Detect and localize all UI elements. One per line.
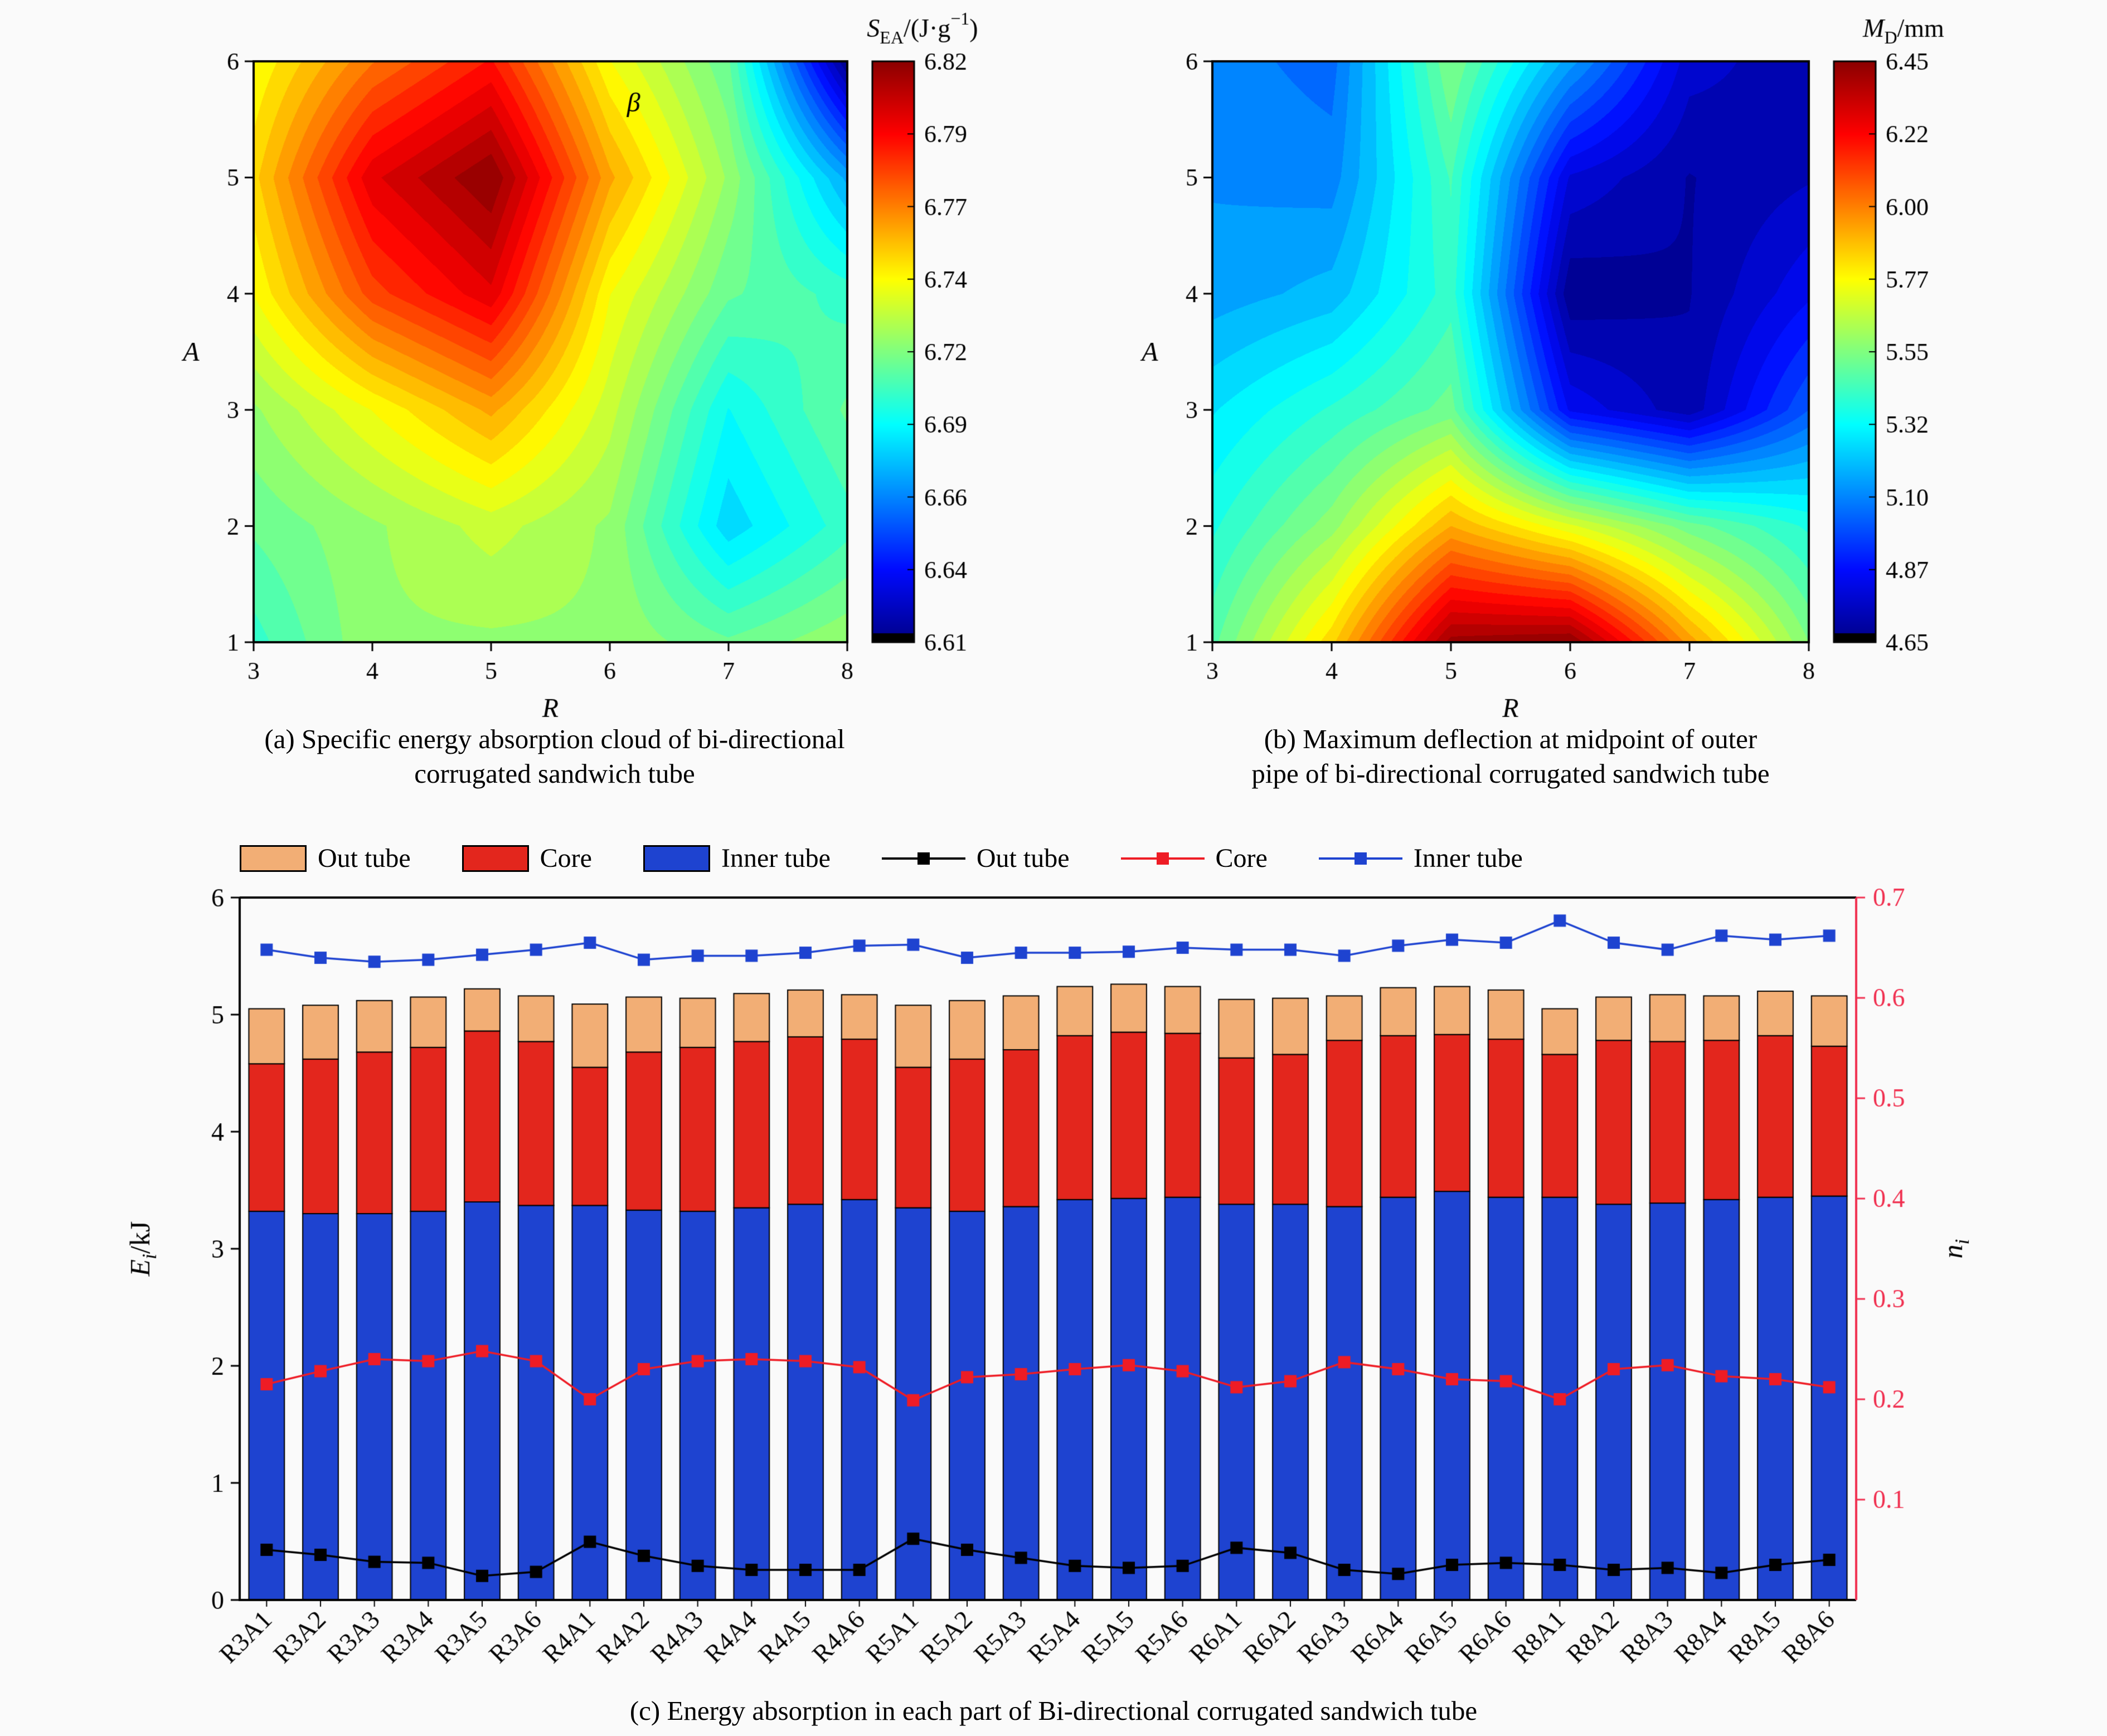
deflection-heatmap-panel (1048, 0, 1996, 747)
inner-tube-swatch-icon (643, 845, 710, 872)
sea-heatmap-panel (139, 0, 1042, 747)
caption-a: (a) Specific energy absorption cloud of … (128, 722, 981, 791)
caption-b-line2: pipe of bi-directional corrugated sandwi… (1251, 758, 1770, 789)
core-line-marker-icon (1120, 852, 1205, 865)
legend-item-out-tube-bar: Out tube (240, 843, 411, 874)
legend-item-inner-tube-bar: Inner tube (643, 843, 831, 874)
caption-b-line1: (b) Maximum deflection at midpoint of ou… (1264, 724, 1758, 754)
out-tube-line-marker-icon (881, 852, 965, 865)
energy-absorption-bar-chart (56, 886, 2051, 1700)
legend-label-out-tube-line: Out tube (976, 843, 1070, 873)
caption-c: (c) Energy absorption in each part of Bi… (334, 1694, 1773, 1728)
caption-b: (b) Maximum deflection at midpoint of ou… (1087, 722, 1934, 791)
caption-a-line2: corrugated sandwich tube (414, 758, 695, 789)
legend-label-out-tube-bar: Out tube (318, 843, 411, 873)
inner-tube-line-marker-icon (1318, 852, 1402, 865)
legend-item-out-tube-line: Out tube (881, 843, 1070, 874)
legend-label-inner-tube-line: Inner tube (1413, 843, 1523, 873)
legend-item-core-bar: Core (462, 843, 592, 874)
legend-item-inner-tube-line: Inner tube (1318, 843, 1523, 874)
legend-item-core-line: Core (1120, 843, 1268, 874)
out-tube-swatch-icon (240, 845, 307, 872)
legend: Out tube Core Inner tube Out tube Core I… (240, 843, 1523, 874)
legend-label-core-bar: Core (540, 843, 592, 873)
caption-c-line1: (c) Energy absorption in each part of Bi… (629, 1695, 1478, 1726)
legend-label-inner-tube-bar: Inner tube (721, 843, 831, 873)
caption-a-line1: (a) Specific energy absorption cloud of … (264, 724, 845, 754)
legend-label-core-line: Core (1215, 843, 1268, 873)
core-swatch-icon (462, 845, 529, 872)
